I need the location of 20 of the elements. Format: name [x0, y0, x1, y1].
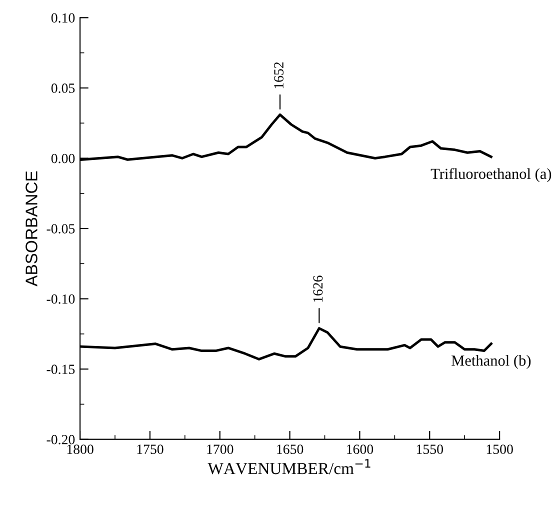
y-tick-label: -0.05	[46, 224, 75, 234]
x-tick-label: 1700	[207, 444, 234, 454]
x-tick-label: 1750	[137, 444, 164, 454]
y-tick-label: 0.10	[51, 13, 75, 23]
annotation: 1626	[313, 276, 323, 302]
x-tick-label: 1550	[416, 444, 443, 454]
x-tick-label: 1500	[486, 444, 513, 454]
y-tick-label: -0.20	[46, 434, 75, 444]
x-tick-label: 1650	[277, 444, 304, 454]
y-axis-title: ABSORBANCE	[26, 171, 38, 286]
x-axis-title: WAVENUMBER/cm$^{−1}$	[208, 459, 370, 474]
x-tick-label: 1800	[67, 444, 94, 454]
y-tick-label: 0.05	[51, 84, 75, 93]
y-tick-label: -0.15	[46, 364, 75, 374]
annotation: 1652	[274, 62, 284, 88]
y-tick-label: 0.00	[51, 154, 75, 164]
x-tick-label: 1600	[347, 444, 374, 454]
series-label: Methanol (b)	[452, 355, 531, 369]
series-label: Trifluoroethanol (a)	[430, 168, 552, 182]
y-tick-label: -0.10	[46, 294, 75, 304]
